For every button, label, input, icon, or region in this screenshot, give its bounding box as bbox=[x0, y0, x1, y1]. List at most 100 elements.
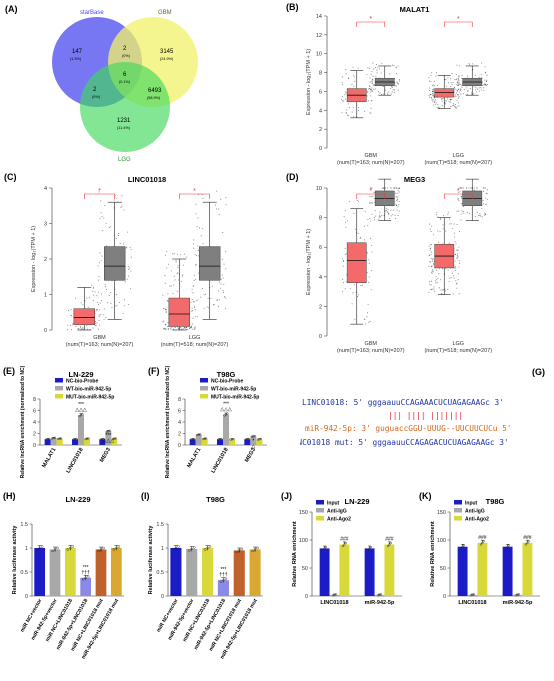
data-point bbox=[346, 220, 348, 222]
data-point bbox=[120, 206, 122, 208]
data-point bbox=[364, 110, 366, 112]
data-point bbox=[354, 318, 356, 320]
y-tick-label: 100 bbox=[437, 538, 446, 544]
data-point bbox=[170, 326, 172, 328]
data-point bbox=[485, 197, 487, 199]
replicate-point bbox=[367, 548, 370, 551]
data-point bbox=[368, 262, 370, 265]
replicate-point bbox=[251, 549, 254, 553]
data-point bbox=[462, 205, 464, 207]
data-point bbox=[397, 82, 399, 84]
bar bbox=[457, 546, 468, 596]
data-point bbox=[127, 275, 130, 277]
chart-title: LN-229 bbox=[344, 497, 369, 506]
replicate-point bbox=[172, 548, 175, 551]
data-point bbox=[193, 300, 195, 302]
data-point bbox=[371, 90, 373, 92]
data-point bbox=[70, 329, 72, 331]
panel-label-k: (K) bbox=[419, 491, 432, 501]
data-point bbox=[486, 193, 488, 195]
data-point bbox=[458, 74, 460, 76]
x-category-label: miR-942-5p bbox=[365, 600, 395, 606]
data-point bbox=[341, 96, 343, 98]
replicate-point bbox=[344, 541, 347, 545]
bar bbox=[80, 577, 92, 596]
data-point bbox=[370, 73, 372, 75]
data-point bbox=[167, 293, 169, 295]
data-point bbox=[433, 90, 435, 92]
data-point bbox=[367, 225, 369, 227]
data-point bbox=[191, 328, 193, 330]
significance-star: * bbox=[369, 188, 372, 195]
data-point bbox=[433, 286, 435, 288]
box-tumor bbox=[168, 297, 191, 327]
data-point bbox=[447, 213, 449, 215]
data-point bbox=[367, 303, 369, 305]
chart-panel-c: (C) LINC01018 0 1 2 3 4 Expression - log₂(TPM +… bbox=[4, 172, 228, 348]
replicate-point bbox=[343, 543, 346, 546]
replicate-point bbox=[378, 593, 381, 596]
significance-annotation: *** bbox=[220, 567, 226, 573]
data-point bbox=[96, 308, 99, 311]
replicate-point bbox=[56, 546, 59, 550]
data-point bbox=[435, 75, 437, 77]
data-point bbox=[218, 213, 220, 215]
data-point bbox=[202, 243, 204, 245]
data-point bbox=[172, 253, 174, 255]
y-tick-label: 3 bbox=[44, 222, 47, 228]
data-point bbox=[169, 285, 171, 287]
data-point bbox=[431, 95, 434, 97]
data-point bbox=[444, 288, 446, 290]
chart-panel-e: (E) LN-229 0 2 4 6 8 Relative lncRNA enrichment… bbox=[3, 365, 122, 478]
x-category-label: LINC01018 bbox=[458, 600, 486, 606]
data-point bbox=[450, 99, 452, 101]
data-point bbox=[373, 88, 375, 90]
legend-swatch bbox=[55, 378, 63, 383]
data-point bbox=[195, 300, 197, 302]
data-point bbox=[486, 74, 488, 76]
data-point bbox=[371, 187, 373, 189]
replicate-point bbox=[75, 437, 78, 441]
data-point bbox=[197, 272, 199, 274]
data-point bbox=[70, 309, 72, 311]
data-point bbox=[458, 91, 460, 93]
data-point bbox=[95, 322, 97, 325]
replicate-point bbox=[232, 437, 235, 441]
data-point bbox=[177, 272, 179, 274]
data-point bbox=[86, 324, 88, 326]
data-point bbox=[105, 222, 107, 224]
replicate-point bbox=[177, 545, 180, 548]
data-point bbox=[435, 279, 437, 281]
data-point bbox=[201, 288, 204, 290]
data-point bbox=[429, 89, 431, 91]
data-point bbox=[461, 77, 463, 79]
data-point bbox=[100, 293, 103, 295]
data-point bbox=[192, 323, 194, 325]
venn-lgg-only: 1231 bbox=[117, 118, 131, 124]
panel-label-h: (H) bbox=[3, 491, 16, 501]
data-point bbox=[177, 327, 179, 329]
data-point bbox=[356, 199, 358, 202]
panel-label-g: (G) bbox=[532, 367, 545, 377]
box-tumor bbox=[434, 88, 455, 98]
replicate-point bbox=[506, 545, 509, 548]
data-point bbox=[485, 203, 487, 205]
data-point bbox=[452, 103, 455, 105]
data-point bbox=[114, 305, 116, 307]
data-point bbox=[461, 86, 463, 88]
y-tick-label: 10 bbox=[316, 186, 322, 192]
x-category-label: MEG3 bbox=[244, 447, 257, 464]
data-point bbox=[373, 191, 375, 193]
data-point bbox=[103, 318, 105, 320]
data-point bbox=[448, 242, 450, 244]
data-point bbox=[357, 232, 359, 234]
data-point bbox=[93, 294, 95, 296]
data-point bbox=[485, 84, 487, 86]
data-point bbox=[430, 97, 432, 99]
replicate-point bbox=[52, 436, 55, 440]
x-group-n: (num(T)=518; num(N)=207) bbox=[424, 160, 492, 166]
data-point bbox=[218, 299, 221, 301]
data-point bbox=[436, 107, 438, 109]
data-point bbox=[450, 105, 452, 107]
